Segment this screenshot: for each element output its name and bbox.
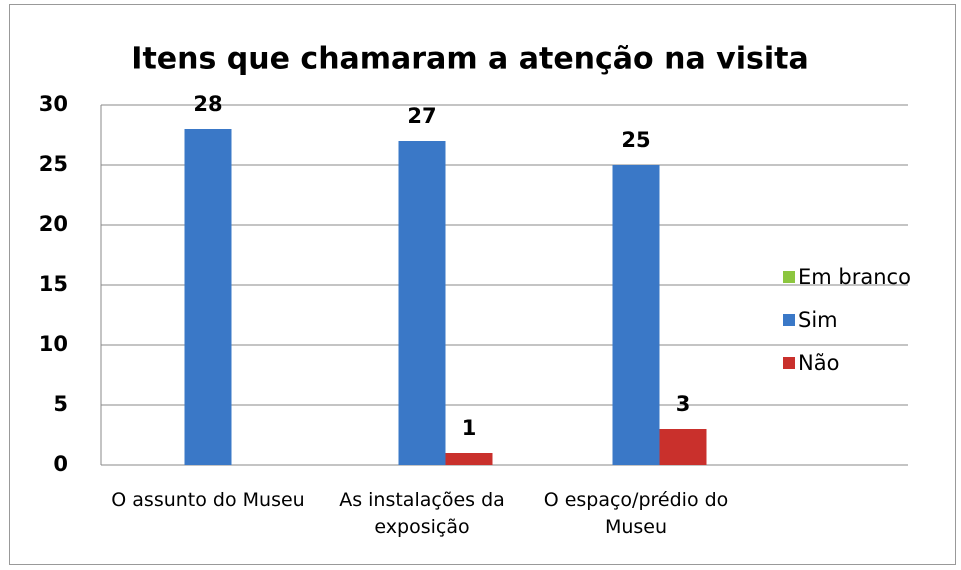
y-tick-label: 30 (39, 92, 68, 116)
data-label: 28 (193, 92, 222, 116)
legend-swatch (783, 357, 795, 369)
bar (184, 129, 232, 465)
x-tick-label: O espaço/prédio do Museu (543, 489, 729, 538)
chart-title: Itens que chamaram a atenção na visita (131, 42, 808, 77)
bar (612, 165, 660, 465)
y-tick-label: 15 (39, 272, 68, 296)
legend-label: Em branco (798, 265, 911, 289)
y-tick-label: 5 (53, 392, 68, 416)
data-label: 27 (407, 104, 436, 128)
x-tick-label: As instalações da exposição (339, 489, 505, 538)
legend-label: Sim (798, 308, 838, 332)
data-label: 25 (621, 128, 650, 152)
data-label: 3 (676, 392, 691, 416)
bar (445, 453, 493, 465)
legend-swatch (783, 271, 795, 283)
y-tick-label: 0 (53, 452, 68, 476)
bar (398, 141, 446, 465)
y-tick-label: 10 (39, 332, 68, 356)
y-tick-label: 20 (39, 212, 68, 236)
bar (659, 429, 707, 465)
data-label: 1 (462, 416, 477, 440)
y-tick-label: 25 (39, 152, 68, 176)
legend-label: Não (798, 351, 839, 375)
legend-swatch (783, 314, 795, 326)
x-tick-label: O assunto do Museu (111, 489, 305, 511)
